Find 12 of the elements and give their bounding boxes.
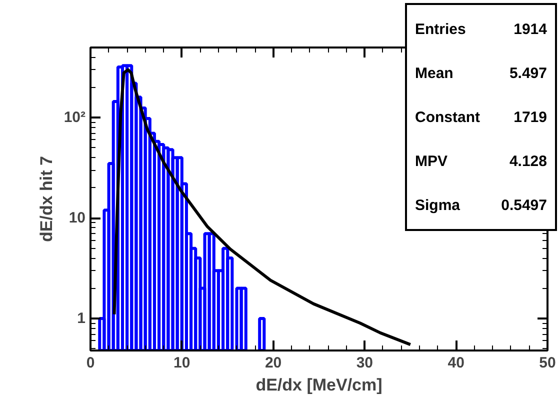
x-tick-label: 30: [356, 354, 374, 372]
y-tick-label: 10: [68, 210, 86, 227]
x-axis-title: dE/dx [MeV/cm]: [256, 376, 382, 394]
stats-box: Entries 1914 Mean 5.497 Constant 1719 MPV 4.128 Sigma 0.5497: [405, 3, 557, 231]
x-tick-label: 20: [264, 354, 282, 372]
y-tick-label: 1: [77, 310, 86, 327]
y-tick-label: 10²: [64, 109, 86, 126]
y-axis-title: dE/dx hit 7: [36, 156, 56, 242]
x-tick-label: 40: [448, 354, 464, 372]
x-tick-label: 10: [174, 354, 190, 372]
x-tick-label: 0: [86, 354, 95, 372]
x-tick-label: 50: [539, 354, 556, 372]
